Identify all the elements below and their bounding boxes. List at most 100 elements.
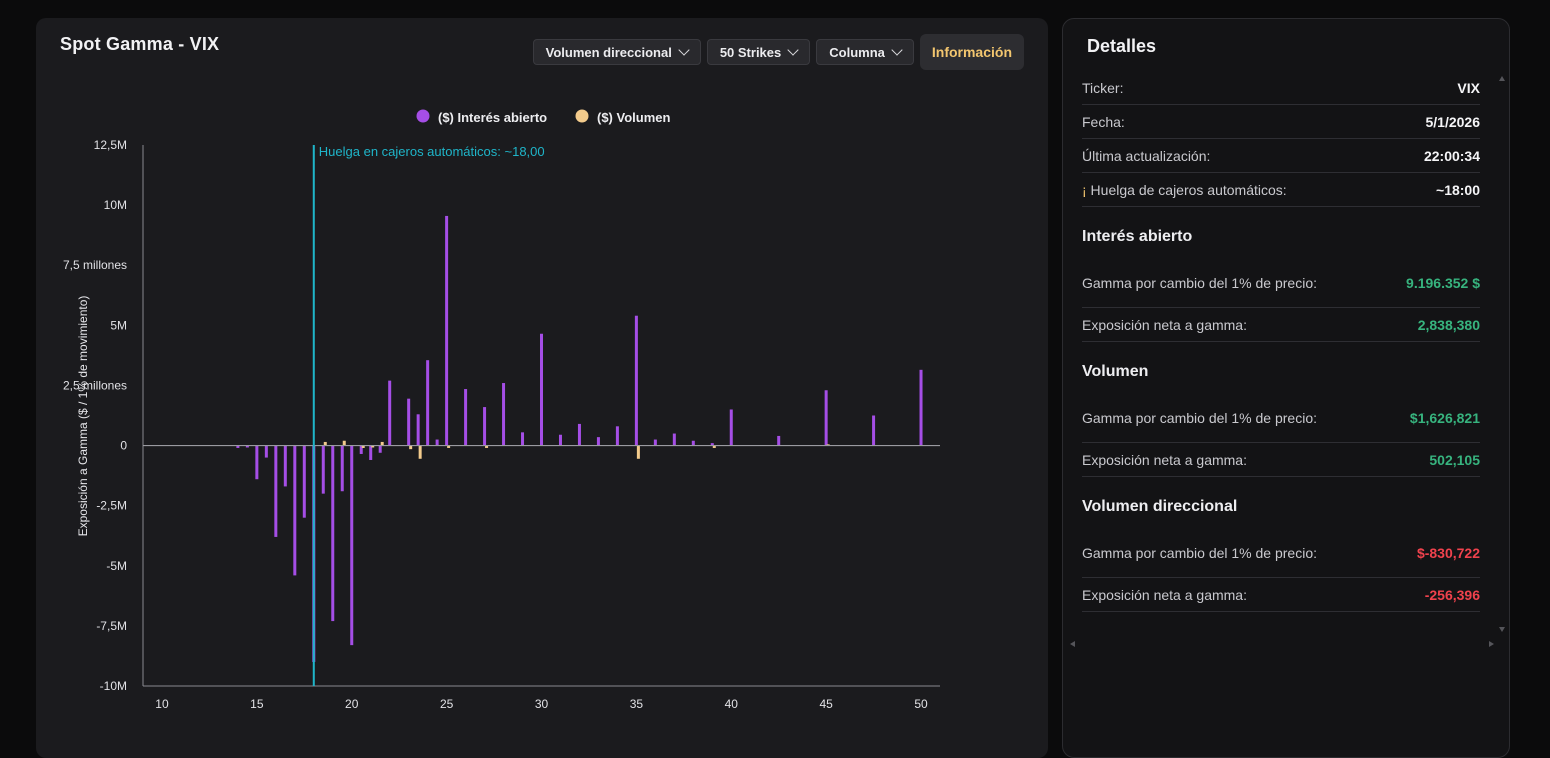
detail-row-exposure: Exposición neta a gamma: 2,838,380 <box>1082 308 1480 342</box>
open-interest-bar <box>691 440 695 446</box>
detail-value: 9.196.352 $ <box>1406 275 1480 291</box>
volume-bar <box>409 445 413 450</box>
detail-label: Ticker: <box>1082 79 1124 96</box>
x-tick-label: 20 <box>345 697 359 711</box>
gamma-bar-chart: ($) Interés abierto ($) Volumen 12,5M 10M 7… <box>63 109 940 711</box>
open-interest-bar <box>502 383 506 446</box>
details-panel: Detalles Ticker: VIX Fecha: 5/1/2026 Últ… <box>1062 18 1510 758</box>
open-interest-bar <box>236 445 240 448</box>
detail-row-updated: Última actualización: 22:00:34 <box>1082 139 1480 173</box>
volume-bar <box>636 445 640 459</box>
detail-row-gamma: Gamma por cambio del 1% de precio: $1,62… <box>1082 394 1480 443</box>
legend-swatch <box>575 109 589 123</box>
detail-value: 502,105 <box>1429 451 1480 468</box>
chart-legend: ($) Interés abierto ($) Volumen <box>416 109 670 125</box>
open-interest-bar <box>596 437 600 446</box>
x-tick-label: 10 <box>155 697 169 711</box>
open-interest-bar <box>653 439 657 446</box>
open-interest-bar <box>919 369 923 446</box>
detail-row-exposure: Exposición neta a gamma: 502,105 <box>1082 443 1480 477</box>
open-interest-bar <box>464 389 468 446</box>
detail-row-ticker: Ticker: VIX <box>1082 71 1480 105</box>
legend-swatch <box>416 109 430 123</box>
scroll-right-arrow-icon[interactable] <box>1489 641 1494 647</box>
open-interest-bar <box>777 435 781 446</box>
atm-line-group: Huelga en cajeros automáticos: ~18,00 <box>312 144 545 686</box>
open-interest-bar <box>710 443 714 446</box>
chart-bars <box>236 215 923 662</box>
detail-row-exposure: Exposición neta a gamma: -256,396 <box>1082 578 1480 612</box>
open-interest-bar <box>321 445 325 494</box>
open-interest-bar <box>245 445 249 448</box>
open-interest-bar <box>359 445 363 454</box>
volume-bar <box>485 445 489 448</box>
open-interest-bar <box>416 414 420 446</box>
detail-value: VIX <box>1457 79 1480 96</box>
detail-value: 22:00:34 <box>1423 147 1480 164</box>
x-tick-label: 30 <box>535 697 549 711</box>
volume-bar <box>418 445 422 459</box>
scroll-up-arrow-icon[interactable] <box>1499 76 1505 81</box>
detail-value: ~18:00 <box>1436 181 1480 198</box>
y-tick-label: 2,5 millones <box>63 378 127 392</box>
y-tick-label: 10M <box>104 198 127 212</box>
scroll-down-arrow-icon[interactable] <box>1499 627 1505 632</box>
detail-value: 2,838,380 <box>1417 316 1480 333</box>
details-body: Ticker: VIX Fecha: 5/1/2026 Última actua… <box>1082 71 1480 612</box>
section-title-directional-volume: Volumen direccional <box>1082 498 1238 515</box>
x-axis-ticks: 10 15 20 25 30 35 40 45 50 <box>155 697 928 711</box>
y-tick-label: 7,5 millones <box>63 258 127 272</box>
open-interest-bar <box>378 445 382 453</box>
y-axis-ticks: 12,5M 10M 7,5 millones 5M 2,5 millones 0 -2,5M… <box>63 138 127 693</box>
detail-row-gamma: Gamma por cambio del 1% de precio: 9.196… <box>1082 259 1480 308</box>
open-interest-bar <box>435 439 439 446</box>
y-tick-label: -5M <box>106 559 127 573</box>
x-tick-label: 15 <box>250 697 264 711</box>
detail-label: Gamma por cambio del 1% de precio: <box>1082 409 1317 426</box>
open-interest-bar <box>264 445 268 458</box>
open-interest-bar <box>369 445 373 460</box>
atm-strike-label: Huelga en cajeros automáticos: ~18,00 <box>319 144 545 159</box>
detail-row-atm-strike: ¡ Huelga de cajeros automáticos: ~18:00 <box>1082 173 1480 207</box>
open-interest-bar <box>293 445 297 576</box>
alert-icon: ¡ <box>1082 181 1087 198</box>
open-interest-bar <box>577 423 581 446</box>
open-interest-bar <box>445 215 449 446</box>
chart-type-dropdown[interactable]: Columna <box>816 39 914 65</box>
section-title-volume: Volumen <box>1082 363 1149 380</box>
info-button[interactable]: Información <box>919 34 1024 70</box>
detail-label: Exposición neta a gamma: <box>1082 586 1247 603</box>
open-interest-bar <box>302 445 306 518</box>
legend-label: ($) Volumen <box>597 110 670 125</box>
x-tick-label: 35 <box>630 697 644 711</box>
detail-value: 5/1/2026 <box>1425 113 1481 130</box>
scroll-left-arrow-icon[interactable] <box>1070 641 1075 647</box>
detail-label: Exposición neta a gamma: <box>1082 451 1247 468</box>
chart-title: Spot Gamma - VIX <box>60 34 220 54</box>
open-interest-bar <box>350 445 354 646</box>
detail-value: -256,396 <box>1424 586 1480 603</box>
mode-dropdown[interactable]: Volumen direccional <box>532 39 701 65</box>
y-tick-label: 5M <box>110 318 127 332</box>
strikes-dropdown[interactable]: 50 Strikes <box>706 39 811 65</box>
detail-label: Fecha: <box>1082 113 1125 130</box>
detail-label: Exposición neta a gamma: <box>1082 316 1247 333</box>
mode-dropdown-label: Volumen direccional <box>545 44 672 60</box>
volume-bar <box>826 444 830 446</box>
detail-row-gamma: Gamma por cambio del 1% de precio: $-830… <box>1082 529 1480 578</box>
volume-bar <box>712 445 716 448</box>
y-tick-label: 12,5M <box>94 138 127 152</box>
y-tick-label: -10M <box>100 679 127 693</box>
volume-bar <box>361 445 365 448</box>
chart-controls: Volumen direccional 50 Strikes Columna I… <box>532 34 1024 70</box>
chart-axes <box>142 145 940 687</box>
volume-bar <box>380 441 384 446</box>
x-tick-label: 40 <box>725 697 739 711</box>
section-title-open-interest: Interés abierto <box>1082 228 1193 245</box>
open-interest-bar <box>274 445 278 537</box>
detail-value: $-830,722 <box>1416 545 1480 561</box>
x-tick-label: 25 <box>440 697 454 711</box>
legend-label: ($) Interés abierto <box>438 110 547 125</box>
y-tick-label: 0 <box>120 439 127 453</box>
volume-bar <box>323 441 327 446</box>
